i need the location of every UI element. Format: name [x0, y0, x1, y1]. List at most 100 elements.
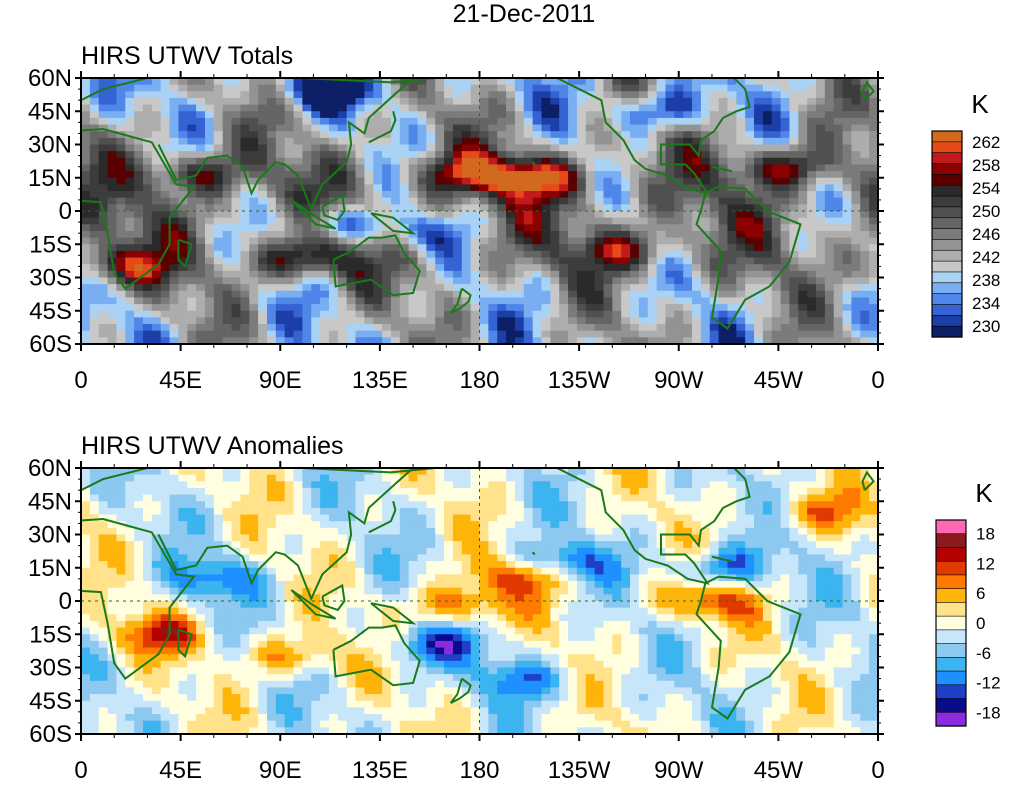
field-cell — [470, 104, 481, 112]
field-cell — [576, 284, 587, 292]
field-cell — [204, 541, 215, 549]
field-cell — [869, 244, 878, 252]
field-cell — [630, 97, 640, 106]
field-cell — [107, 217, 118, 225]
field-cell — [444, 237, 454, 245]
field-cell — [311, 137, 321, 146]
field-cell — [541, 117, 551, 126]
field-cell — [692, 171, 702, 179]
field-cell — [444, 124, 454, 132]
field-cell — [435, 224, 445, 232]
field-cell — [134, 217, 144, 225]
field-cell — [355, 317, 365, 325]
field-cell — [160, 184, 171, 192]
field-cell — [612, 290, 622, 299]
field-cell — [187, 514, 197, 522]
field-cell — [302, 330, 312, 338]
field-cell — [736, 104, 746, 112]
field-cell — [568, 137, 578, 146]
field-cell — [621, 197, 631, 205]
field-cell — [683, 197, 693, 205]
field-cell — [275, 507, 286, 516]
field-cell — [89, 541, 100, 549]
field-cell — [258, 197, 268, 205]
field-cell — [807, 131, 817, 139]
field-cell — [231, 111, 241, 119]
field-cell — [851, 177, 861, 185]
field-cell — [213, 501, 224, 509]
field-cell — [231, 270, 241, 279]
field-cell — [452, 527, 463, 536]
field-cell — [754, 250, 764, 259]
field-cell — [222, 97, 233, 106]
colorbar-unit: K — [971, 89, 989, 119]
field-cell — [594, 481, 605, 489]
field-cell — [576, 191, 587, 199]
field-cell — [869, 171, 878, 179]
field-cell — [275, 104, 286, 112]
field-cell — [780, 191, 791, 199]
field-cell — [452, 534, 463, 542]
field-cell — [514, 97, 525, 106]
field-cell — [585, 97, 596, 106]
field-cell — [506, 317, 516, 325]
field-cell — [647, 191, 658, 199]
field-cell — [328, 277, 339, 285]
field-cell — [621, 237, 631, 245]
field-cell — [497, 131, 507, 139]
field-cell — [514, 501, 525, 509]
field-cell — [568, 330, 578, 338]
field-cell — [408, 171, 419, 179]
field-cell — [718, 507, 729, 516]
field-cell — [302, 487, 312, 496]
field-cell — [594, 124, 605, 132]
field-cell — [187, 527, 197, 536]
field-cell — [213, 290, 224, 299]
field-cell — [81, 137, 91, 146]
field-cell — [656, 507, 667, 516]
field-cell — [603, 171, 613, 179]
field-cell — [417, 474, 427, 482]
field-cell — [125, 554, 135, 562]
field-cell — [692, 144, 702, 152]
field-cell — [125, 521, 135, 529]
field-cell — [81, 310, 91, 318]
field-cell — [497, 514, 507, 522]
field-cell — [869, 284, 878, 292]
field-cell — [399, 237, 410, 245]
field-cell — [585, 244, 596, 252]
field-cell — [178, 284, 188, 292]
field-cell — [594, 171, 605, 179]
field-cell — [408, 330, 419, 338]
field-cell — [798, 264, 808, 272]
field-cell — [408, 324, 419, 332]
field-cell — [833, 131, 844, 139]
field-cell — [630, 144, 640, 152]
field-cell — [736, 514, 746, 522]
field-cell — [568, 78, 578, 86]
field-cell — [196, 514, 206, 522]
field-cell — [612, 507, 622, 516]
field-cell — [647, 97, 658, 106]
field-cell — [373, 324, 383, 332]
field-cell — [665, 541, 675, 549]
field-cell — [328, 151, 339, 159]
field-cell — [754, 297, 764, 305]
field-cell — [142, 250, 153, 259]
field-cell — [444, 284, 454, 292]
field-cell — [125, 184, 135, 192]
field-cell — [302, 237, 312, 245]
field-cell — [550, 111, 560, 119]
field-cell — [550, 324, 560, 332]
field-cell — [745, 177, 755, 185]
field-cell — [621, 184, 631, 192]
field-cell — [630, 264, 640, 272]
field-cell — [320, 84, 330, 92]
field-cell — [798, 547, 808, 556]
field-cell — [532, 507, 543, 516]
field-cell — [399, 501, 410, 509]
field-cell — [373, 217, 383, 225]
field-cell — [576, 197, 587, 205]
field-cell — [328, 137, 339, 146]
field-cell — [860, 97, 870, 106]
